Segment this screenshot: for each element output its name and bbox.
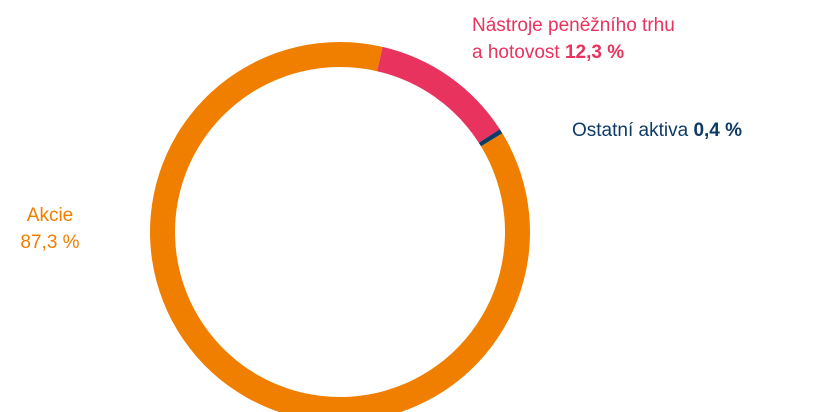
donut-segment <box>377 46 500 143</box>
label-money-market: Nástroje peněžního trhu a hotovost 12,3 … <box>472 12 684 66</box>
value-label: 12,3 % <box>564 42 625 63</box>
label-other: Ostatní aktiva 0,4 % <box>572 117 742 144</box>
donut-segment <box>478 129 503 147</box>
label-akcie: Akcie 87,3 % <box>0 202 100 256</box>
category-label: Akcie <box>26 205 74 226</box>
category-label: Ostatní aktiva <box>572 120 689 141</box>
category-label: Nástroje peněžního trhu a hotovost <box>472 15 675 63</box>
value-label: 87,3 % <box>20 232 80 253</box>
value-label: 0,4 % <box>693 120 743 141</box>
